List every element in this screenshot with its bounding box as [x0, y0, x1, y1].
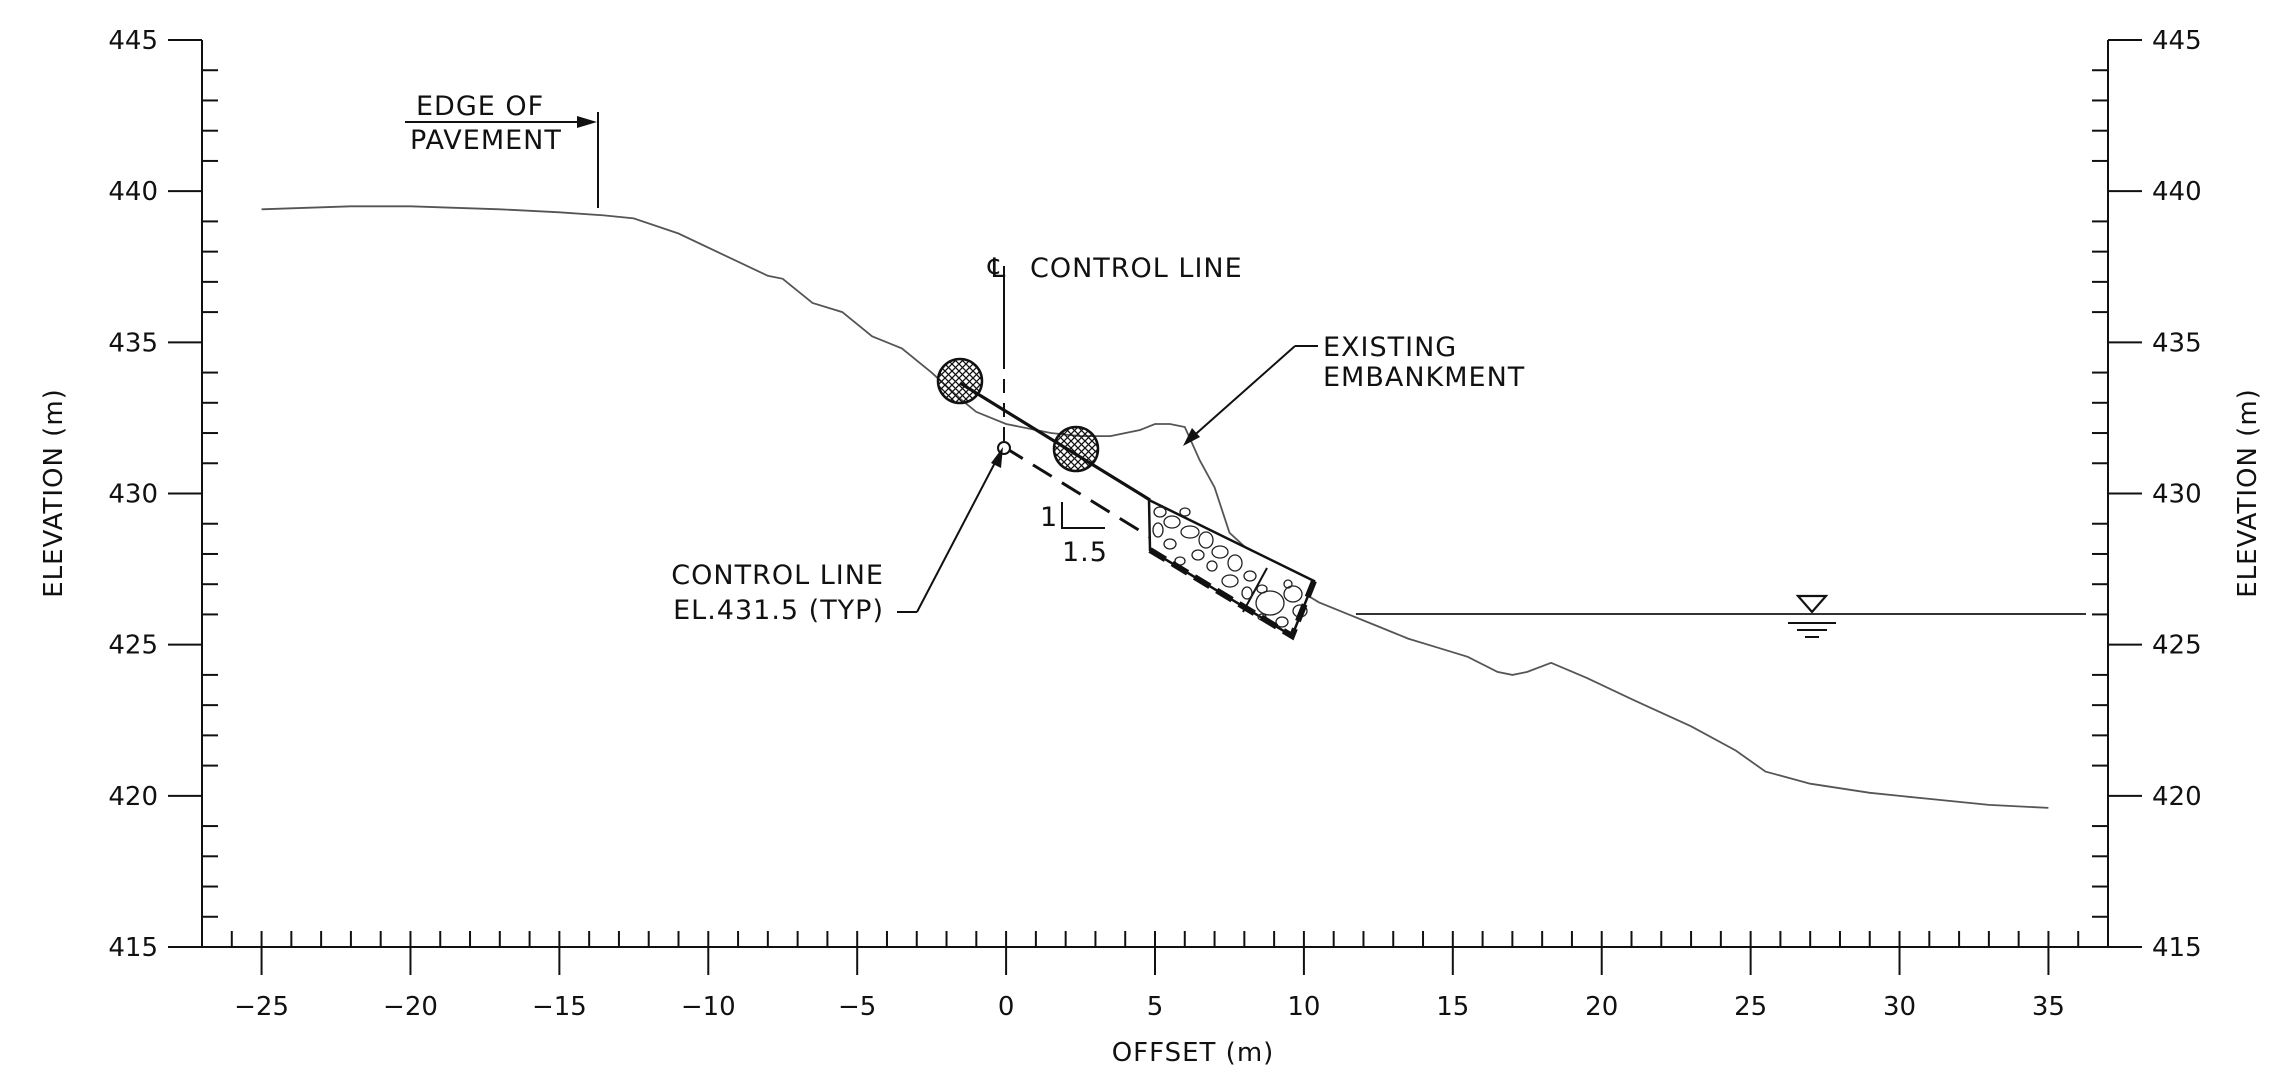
y-tick-label-left: 430	[108, 480, 158, 510]
x-tick-label: −10	[681, 992, 736, 1022]
riprap-divider	[1242, 567, 1268, 613]
x-tick-label: −15	[532, 992, 587, 1022]
y-tick-label-left: 420	[108, 782, 158, 812]
control-line-title: CONTROL LINE	[1030, 253, 1243, 284]
x-tick-label: 0	[998, 992, 1015, 1022]
pavement-label-line1: EDGE OF	[416, 91, 544, 122]
pavement-arrowhead	[577, 116, 597, 128]
x-tick-label: 20	[1585, 992, 1618, 1022]
y-tick-label-left: 415	[108, 933, 158, 963]
embankment-arrowhead	[1183, 428, 1200, 446]
x-tick-label: −25	[234, 992, 289, 1022]
x-tick-label: 35	[2032, 992, 2065, 1022]
x-tick-label: 25	[1734, 992, 1767, 1022]
y-tick-label-right: 415	[2152, 933, 2202, 963]
slope-run-label: 1.5	[1062, 537, 1108, 568]
slope-ratio-triangle	[1061, 502, 1105, 529]
x-tick-label: 5	[1147, 992, 1164, 1022]
riprap-bottom-dashed	[1148, 547, 1317, 641]
y-axis-title-left: ELEVATION (m)	[39, 388, 69, 598]
embankment-label-line2: EMBANKMENT	[1323, 362, 1525, 393]
y-tick-label-left: 425	[108, 631, 158, 661]
control-line: ℄ CONTROL LINE	[987, 253, 1243, 455]
y-tick-label-right: 445	[2152, 26, 2202, 56]
control-note-leader-line	[916, 454, 1000, 613]
tick-marks	[168, 39, 2142, 975]
hatched-circle-marker-lower	[1052, 425, 1100, 473]
riprap-stones	[1152, 506, 1308, 628]
riprap-toe	[1147, 497, 1317, 641]
x-tick-label: −20	[383, 992, 438, 1022]
slope-ratio-symbol: 1 1.5	[1040, 502, 1108, 568]
tick-labels: 415 415 420 420 425 425 430 430 435 435 440 440 445 4…	[108, 26, 2201, 1022]
x-tick-label: 10	[1287, 992, 1320, 1022]
centerline-symbol: ℄	[987, 253, 1006, 284]
slope-rise-label: 1	[1040, 502, 1058, 533]
x-axis-title: OFFSET (m)	[1112, 1038, 1275, 1068]
y-axis-title-right: ELEVATION (m)	[2233, 388, 2263, 598]
control-line-elevation-callout: CONTROL LINE EL.431.5 (TYP)	[671, 447, 1003, 626]
x-tick-label: 30	[1883, 992, 1916, 1022]
y-tick-label-right: 420	[2152, 782, 2202, 812]
control-line-note-line1: CONTROL LINE	[671, 560, 884, 591]
water-level	[1356, 594, 2086, 638]
x-tick-label: 15	[1436, 992, 1469, 1022]
water-level-triangle-icon	[1795, 594, 1829, 614]
axes: 415 415 420 420 425 425 430 430 435 435 440 440 445 4…	[108, 26, 2201, 1022]
y-tick-label-right: 425	[2152, 631, 2202, 661]
control-note-arrowhead	[991, 447, 1003, 468]
existing-ground-profile	[261, 205, 2049, 809]
y-tick-label-right: 440	[2152, 177, 2202, 207]
x-tick-label: −5	[838, 992, 876, 1022]
embankment-leader-line	[1188, 345, 1296, 441]
control-line-dashed-slope	[1003, 445, 1151, 539]
pavement-label-line2: PAVEMENT	[410, 125, 562, 156]
embankment-label-line1: EXISTING	[1323, 332, 1457, 363]
y-tick-label-left: 440	[108, 177, 158, 207]
hatched-circle-marker-upper	[936, 357, 984, 405]
existing-embankment-callout: EXISTING EMBANKMENT	[1183, 332, 1525, 446]
y-tick-label-right: 430	[2152, 480, 2202, 510]
y-tick-label-left: 435	[108, 328, 158, 358]
y-tick-label-left: 445	[108, 26, 158, 56]
y-tick-label-right: 435	[2152, 328, 2202, 358]
riprap-outline	[1147, 497, 1316, 638]
control-line-note-line2: EL.431.5 (TYP)	[673, 595, 884, 626]
edge-of-pavement-callout: EDGE OF PAVEMENT	[405, 91, 599, 208]
